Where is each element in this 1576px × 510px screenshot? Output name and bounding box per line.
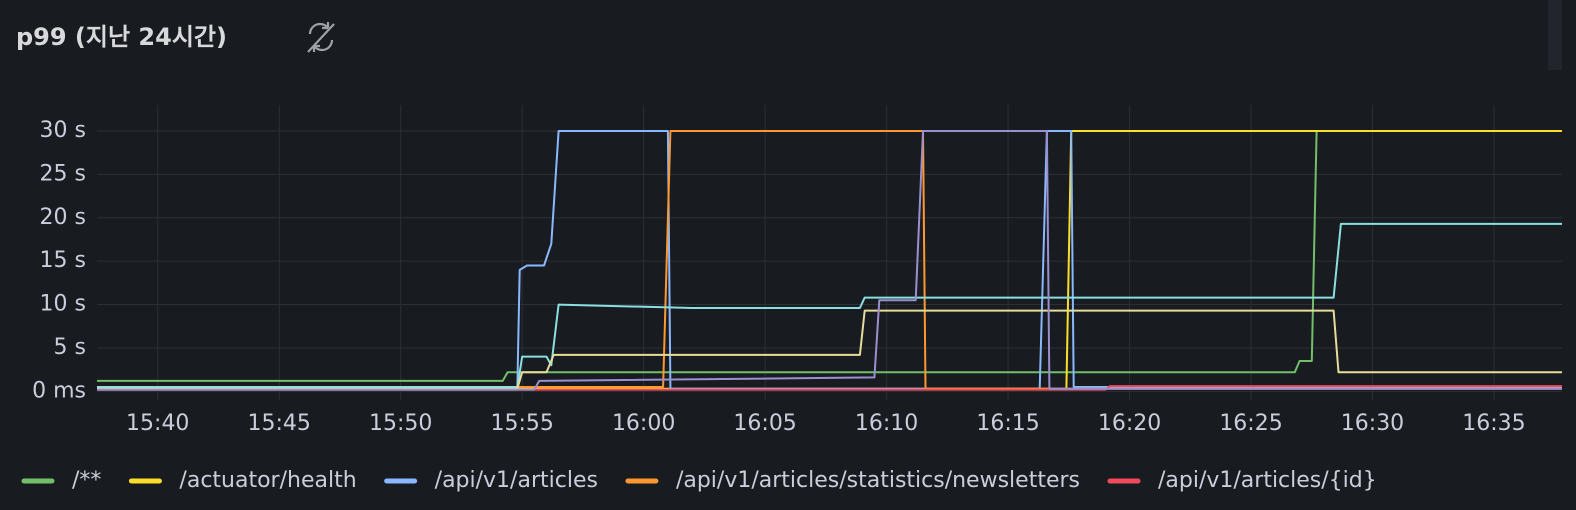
y-tick-label: 25 s xyxy=(40,161,86,186)
x-tick-label: 15:50 xyxy=(369,411,432,436)
y-tick-label: 0 ms xyxy=(32,378,86,403)
x-tick-label: 16:30 xyxy=(1341,411,1404,436)
refresh-icon[interactable] xyxy=(307,22,335,53)
y-tick-label: 10 s xyxy=(40,292,86,317)
legend-label: /** xyxy=(72,468,101,493)
series-line xyxy=(97,222,1562,388)
y-tick-label: 20 s xyxy=(40,205,86,230)
x-tick-label: 16:20 xyxy=(1098,411,1161,436)
series-line xyxy=(97,130,1562,382)
legend-label: /api/v1/articles/{id} xyxy=(1158,468,1377,493)
x-tick-label: 16:05 xyxy=(733,411,796,436)
scrollbar xyxy=(1548,0,1562,70)
x-tick-label: 15:45 xyxy=(248,411,311,436)
series-line xyxy=(97,309,1562,390)
y-tick-label: 30 s xyxy=(40,118,86,143)
x-tick-label: 16:10 xyxy=(855,411,918,436)
x-tick-label: 16:35 xyxy=(1462,411,1525,436)
series-line xyxy=(97,130,1562,391)
x-tick-label: 16:00 xyxy=(612,411,675,436)
x-tick-label: 16:15 xyxy=(976,411,1039,436)
chart-title: p99 (지난 24시간) xyxy=(16,23,227,51)
legend-label: /api/v1/articles/statistics/newsletters xyxy=(676,468,1080,493)
series-line xyxy=(97,130,1562,391)
x-tick-label: 15:40 xyxy=(126,411,189,436)
x-tick-label: 15:55 xyxy=(490,411,553,436)
x-tick-label: 16:25 xyxy=(1219,411,1282,436)
legend-label: /api/v1/articles xyxy=(435,468,598,493)
y-tick-label: 15 s xyxy=(40,248,86,273)
y-tick-label: 5 s xyxy=(54,335,86,360)
legend-label: /actuator/health xyxy=(179,468,356,493)
